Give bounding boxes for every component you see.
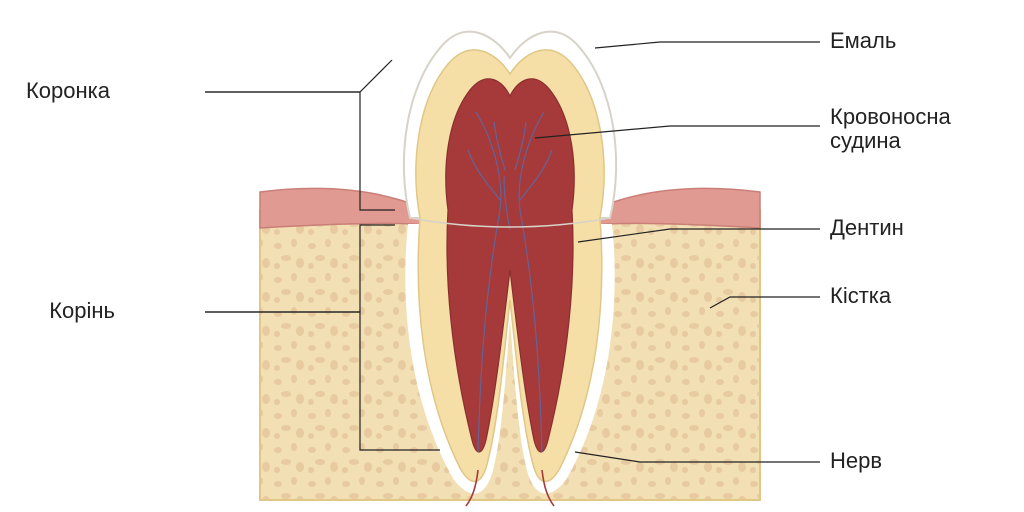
- tooth-anatomy-diagram: Емаль Кровоноснасудина Дентин Кістка Нерв Кор…: [0, 0, 1024, 512]
- label-vessel: Кровоноснасудина: [830, 104, 951, 153]
- label-enamel: Емаль: [830, 28, 896, 53]
- label-dentin: Дентин: [830, 215, 904, 240]
- label-crown: Коронка: [26, 78, 111, 103]
- label-bone: Кістка: [830, 283, 892, 308]
- label-root: Корінь: [49, 298, 115, 323]
- leader-crown: [205, 60, 392, 92]
- label-nerve: Нерв: [830, 448, 882, 473]
- leader-enamel: [595, 42, 820, 48]
